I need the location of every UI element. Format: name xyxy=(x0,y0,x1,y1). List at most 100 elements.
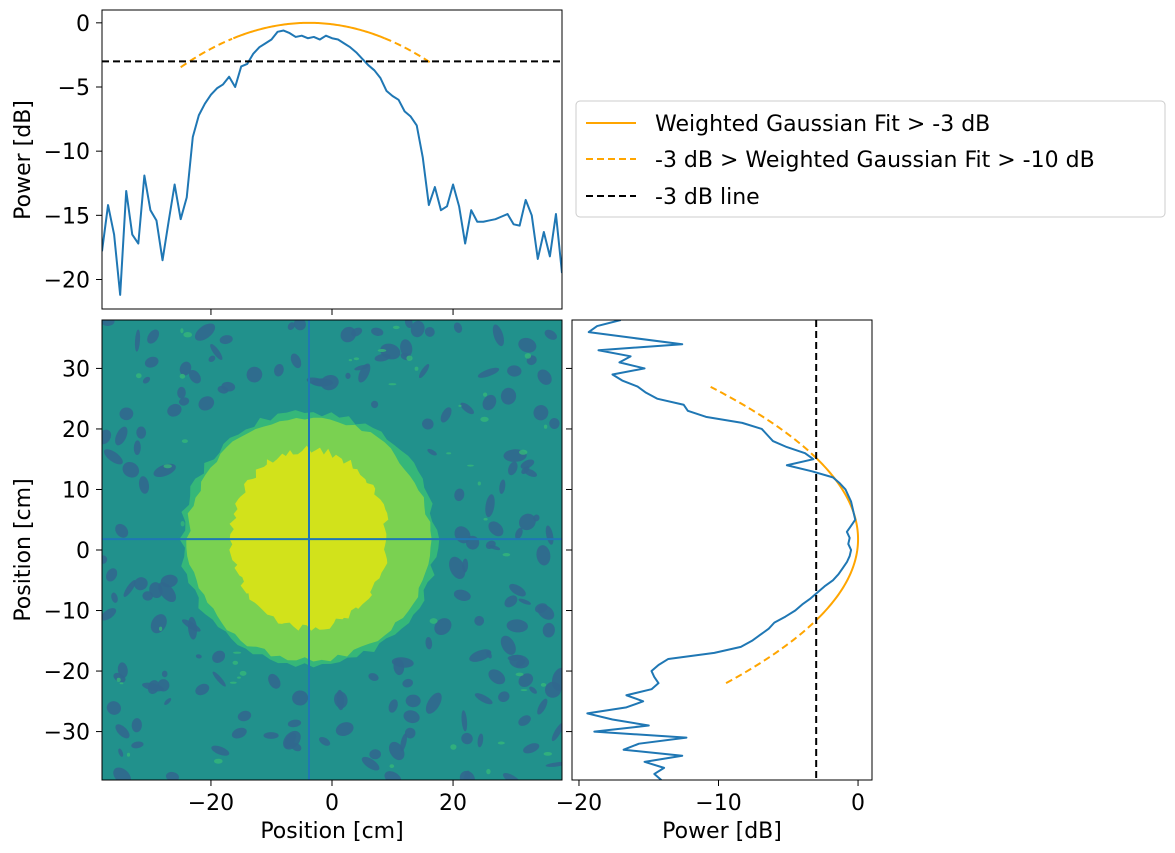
contour-speckle xyxy=(178,397,190,406)
contour-panel: −20 0 20 30 20 10 0 −10 −20 −30 Position [cm] Pos… xyxy=(11,319,563,844)
contour-speckle xyxy=(188,369,201,384)
contour-xlabel: Position [cm] xyxy=(260,819,403,844)
contour-speckle xyxy=(212,650,226,663)
contour-speckle-bright xyxy=(353,357,360,361)
contour-speckle xyxy=(102,555,108,564)
top-ylabel: Power [dB] xyxy=(11,100,36,220)
top-fit-main-line xyxy=(232,21,386,40)
contour-speckle xyxy=(427,448,437,456)
contour-speckle xyxy=(117,662,128,678)
contour-speckle xyxy=(177,386,186,399)
contour-speckle xyxy=(518,715,531,726)
contour-speckle-bright xyxy=(180,328,184,334)
contour-speckle xyxy=(195,654,202,659)
contour-speckle xyxy=(537,698,548,715)
contour-speckle xyxy=(460,402,474,415)
contour-speckle xyxy=(144,356,159,368)
contour-speckle xyxy=(158,582,176,603)
contour-speckle-bright xyxy=(136,373,142,379)
contour-speckle-bright xyxy=(429,618,438,624)
contour-speckle xyxy=(404,727,416,739)
contour-speckle-bright xyxy=(540,683,547,687)
contour-speckle xyxy=(246,366,263,383)
side-fit-wing-line-0 xyxy=(710,385,817,459)
side-xlabel: Power [dB] xyxy=(662,819,782,844)
contour-ytick-label: −30 xyxy=(44,721,90,746)
contour-speckle xyxy=(136,426,147,439)
contour-speckle xyxy=(142,682,164,692)
contour-speckle xyxy=(287,719,302,728)
contour-speckle xyxy=(181,619,201,632)
top-fit-wing-line-0 xyxy=(180,37,233,69)
contour-speckle-bright xyxy=(524,353,532,359)
contour-speckle-bright xyxy=(119,682,124,685)
contour-speckle-bright xyxy=(183,332,192,338)
contour-speckle xyxy=(142,376,151,384)
contour-speckle xyxy=(523,743,540,754)
contour-speckle xyxy=(237,710,252,722)
contour-speckle-bright xyxy=(116,677,121,683)
contour-speckle xyxy=(498,691,510,703)
contour-plot-area xyxy=(102,320,562,780)
contour-speckle-bright xyxy=(377,349,387,352)
contour-speckle xyxy=(221,381,236,392)
contour-speckle xyxy=(474,615,485,626)
contour-speckle xyxy=(520,459,535,469)
contour-speckle xyxy=(102,608,117,621)
contour-speckle-bright xyxy=(483,517,488,521)
contour-speckle xyxy=(485,540,496,549)
top-ytick-label: −5 xyxy=(58,76,90,101)
side-profile-panel: −20 −10 0 Power [dB] xyxy=(556,319,873,844)
top-ticks: 0 −5 −10 −15 −20 xyxy=(44,12,454,315)
contour-speckle xyxy=(523,468,537,478)
contour-speckle xyxy=(212,671,226,687)
contour-speckle-bright xyxy=(163,464,172,469)
contour-speckle xyxy=(142,591,153,601)
contour-speckle xyxy=(380,343,401,360)
side-plot-area xyxy=(586,320,860,780)
contour-speckle xyxy=(119,407,134,421)
contour-speckle xyxy=(506,619,528,633)
contour-ytick-label: 0 xyxy=(76,539,90,564)
contour-speckle xyxy=(400,339,413,357)
contour-speckle xyxy=(388,741,405,761)
contour-speckle xyxy=(424,326,435,337)
side-fit-main-line xyxy=(815,457,860,621)
contour-ticks: −20 0 20 30 20 10 0 −10 −20 −30 xyxy=(44,357,467,816)
contour-speckle xyxy=(290,742,302,752)
legend: Weighted Gaussian Fit > -3 dB -3 dB > We… xyxy=(575,100,1166,218)
contour-speckle xyxy=(477,367,500,378)
contour-speckle xyxy=(459,770,475,780)
contour-speckle xyxy=(133,440,141,455)
contour-speckle-bright xyxy=(480,416,489,422)
contour-speckle xyxy=(551,722,562,742)
contour-speckle xyxy=(167,403,182,417)
contour-speckle xyxy=(393,658,405,676)
legend-label-fit-wing: -3 dB > Weighted Gaussian Fit > -10 dB xyxy=(655,148,1095,173)
contour-speckle xyxy=(518,673,534,687)
contour-speckle-bright xyxy=(179,373,186,379)
contour-speckle-bright xyxy=(389,764,395,768)
top-ytick-label: −15 xyxy=(44,204,90,229)
contour-speckle xyxy=(371,327,384,336)
contour-xtick-label: −20 xyxy=(188,791,234,816)
side-xtick-label: 0 xyxy=(851,791,865,816)
contour-speckle xyxy=(482,394,497,411)
contour-speckle-bright xyxy=(520,689,528,692)
contour-speckle xyxy=(320,374,339,391)
contour-speckle xyxy=(518,513,536,531)
contour-ytick-label: 30 xyxy=(62,357,90,382)
contour-speckle xyxy=(542,622,555,638)
contour-speckle xyxy=(369,749,381,760)
contour-ytick-label: 20 xyxy=(62,418,90,443)
contour-speckle xyxy=(208,355,216,362)
contour-speckle xyxy=(351,327,363,337)
contour-speckle xyxy=(268,673,281,689)
contour-speckle xyxy=(105,568,118,582)
contour-speckle xyxy=(502,773,521,780)
contour-speckle xyxy=(440,407,452,423)
contour-speckle xyxy=(358,363,371,383)
contour-speckle xyxy=(474,693,493,705)
side-ticks: −20 −10 0 xyxy=(556,367,865,816)
contour-speckle xyxy=(138,476,150,494)
